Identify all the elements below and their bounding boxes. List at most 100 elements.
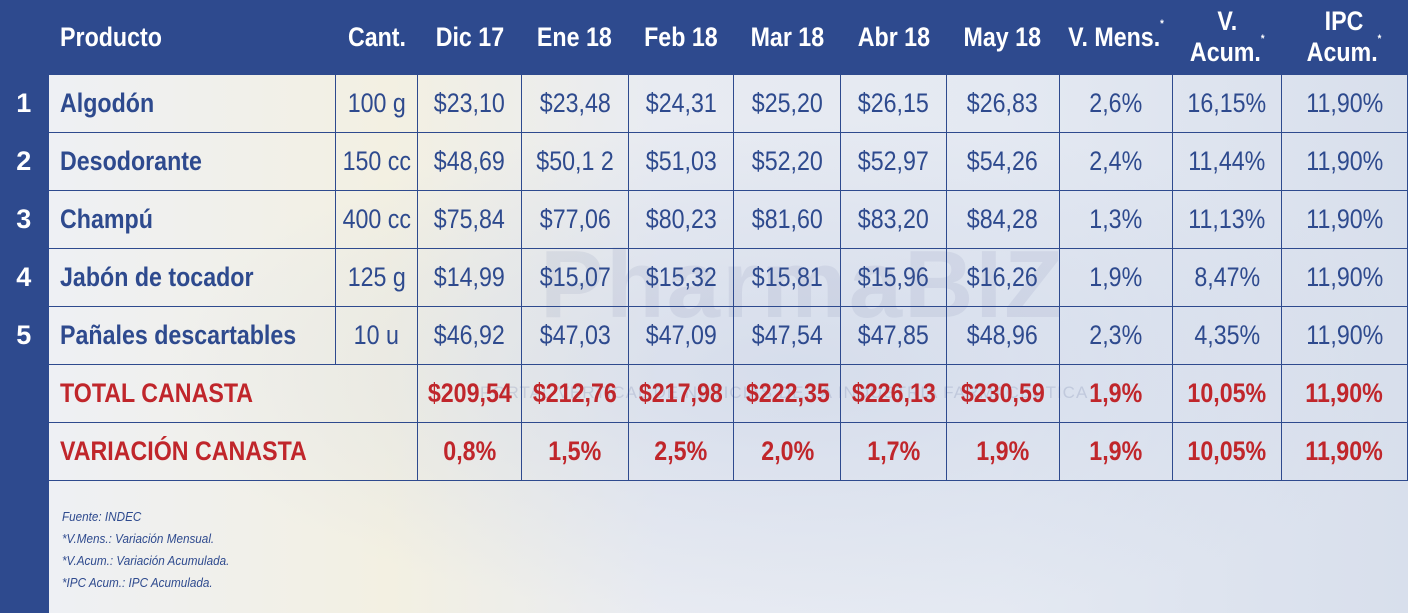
footnote-vacum: *V.Acum.: Variación Acumulada. — [62, 553, 230, 568]
total-value: $230,59 — [960, 378, 1045, 408]
price-text: $81,60 — [751, 204, 823, 234]
footnote-vmens: *V.Mens.: Variación Mensual. — [62, 531, 215, 546]
v-mens: 1,3% — [1058, 190, 1174, 249]
footnote-ipc: *IPC Acum.: IPC Acumulada. — [62, 575, 213, 590]
variacion-feb18: 2,5% — [627, 422, 735, 481]
price-text: $77,06 — [539, 204, 611, 234]
quantity: 125 g — [335, 248, 419, 307]
price-text: $48,69 — [434, 146, 506, 176]
quantity-text: 10 u — [354, 320, 400, 350]
price-dic17: $23,10 — [417, 74, 522, 133]
header-row: Producto Cant. Dic 17 Ene 18 Feb 18 Mar … — [0, 0, 1408, 75]
variacion-value: 2,0% — [760, 436, 814, 466]
price-text: $47,09 — [645, 320, 717, 350]
variacion-value: 11,90% — [1305, 436, 1384, 466]
price-text: $23,10 — [434, 88, 506, 118]
variacion-ipc: 11,90% — [1280, 422, 1408, 481]
price-ene18: $77,06 — [520, 190, 629, 249]
total-value: 11,90% — [1305, 378, 1384, 408]
variacion-label-text: VARIACIÓN CANASTA — [60, 436, 308, 466]
header-abr18: Abr 18 — [857, 21, 930, 52]
price-ene18: $47,03 — [520, 306, 629, 365]
pct-text: 11,90% — [1305, 88, 1383, 118]
pct-text: 11,90% — [1305, 204, 1383, 234]
header-ene18: Ene 18 — [537, 21, 613, 52]
pct-text: 11,90% — [1305, 146, 1383, 176]
price-ene18: $50,1 2 — [520, 132, 629, 191]
v-acum: 8,47% — [1172, 248, 1282, 307]
price-abr18: $83,20 — [840, 190, 947, 249]
ipc-acum: 11,90% — [1280, 132, 1408, 191]
product-name: Jabón de tocador — [47, 248, 337, 307]
ipc-acum: 11,90% — [1280, 74, 1408, 133]
total-value: 1,9% — [1089, 378, 1143, 408]
price-may18: $84,28 — [945, 190, 1060, 249]
price-text: $15,96 — [858, 262, 930, 292]
table-row: 4 Jabón de tocador 125 g $14,99 $15,07 $… — [0, 248, 1408, 307]
quantity-text: 100 g — [347, 88, 406, 118]
product-name-text: Champú — [60, 204, 154, 234]
product-name: Pañales descartables — [47, 306, 337, 365]
variacion-value: 1,9% — [976, 436, 1030, 466]
header-dic17: Dic 17 — [435, 21, 504, 52]
table-row: 5 Pañales descartables 10 u $46,92 $47,0… — [0, 306, 1408, 365]
price-text: $47,54 — [751, 320, 823, 350]
total-value: $226,13 — [851, 378, 936, 408]
v-acum: 4,35% — [1172, 306, 1282, 365]
price-text: $16,26 — [967, 262, 1039, 292]
product-name: Algodón — [47, 74, 337, 133]
price-may18: $26,83 — [945, 74, 1060, 133]
quantity: 400 cc — [335, 190, 419, 249]
price-text: $26,15 — [858, 88, 930, 118]
price-text: $52,97 — [858, 146, 930, 176]
variacion-label: VARIACIÓN CANASTA — [47, 422, 419, 481]
header-cant: Cant. — [347, 21, 406, 52]
price-text: $54,26 — [967, 146, 1039, 176]
header-num-blank — [3, 0, 44, 75]
variacion-vacum: 10,05% — [1172, 422, 1282, 481]
price-ene18: $15,07 — [520, 248, 629, 307]
header-vacum-label: V. Acum. — [1189, 6, 1261, 67]
header-feb18: Feb 18 — [644, 21, 718, 52]
pct-text: 1,9% — [1089, 262, 1143, 292]
header-vmens-asterisk: * — [1160, 17, 1164, 30]
v-acum: 11,44% — [1172, 132, 1282, 191]
variacion-mar18: 2,0% — [733, 422, 842, 481]
price-abr18: $26,15 — [840, 74, 947, 133]
total-ipc: 11,90% — [1280, 364, 1408, 423]
price-text: $15,32 — [645, 262, 717, 292]
total-value: $212,76 — [532, 378, 617, 408]
price-mar18: $25,20 — [733, 74, 842, 133]
quantity-text: 150 cc — [342, 146, 411, 176]
total-label-text: TOTAL CANASTA — [60, 378, 254, 408]
quantity-text: 400 cc — [342, 204, 411, 234]
product-name-text: Pañales descartables — [60, 320, 297, 350]
price-text: $14,99 — [434, 262, 506, 292]
table-row: 2 Desodorante 150 cc $48,69 $50,1 2 $51,… — [0, 132, 1408, 191]
row-number: 2 — [0, 132, 48, 191]
row-number: 3 — [0, 190, 48, 249]
pct-text: 11,13% — [1188, 204, 1266, 234]
total-feb18: $217,98 — [627, 364, 735, 423]
price-text: $26,83 — [967, 88, 1039, 118]
price-text: $50,1 2 — [536, 146, 614, 176]
header-mar18: Mar 18 — [750, 21, 825, 52]
product-name-text: Desodorante — [60, 146, 203, 176]
v-acum: 16,15% — [1172, 74, 1282, 133]
price-text: $23,48 — [539, 88, 611, 118]
price-text: $24,31 — [645, 88, 717, 118]
pct-text: 11,44% — [1188, 146, 1266, 176]
quantity-text: 125 g — [347, 262, 406, 292]
row-number: 1 — [0, 74, 48, 133]
total-vacum: 10,05% — [1172, 364, 1282, 423]
price-dic17: $46,92 — [417, 306, 522, 365]
price-dic17: $48,69 — [417, 132, 522, 191]
price-text: $84,28 — [967, 204, 1039, 234]
price-abr18: $47,85 — [840, 306, 947, 365]
row-number: 5 — [0, 306, 48, 365]
v-mens: 2,3% — [1058, 306, 1174, 365]
pct-text: 1,3% — [1089, 204, 1143, 234]
variacion-vmens: 1,9% — [1058, 422, 1174, 481]
price-text: $83,20 — [858, 204, 930, 234]
